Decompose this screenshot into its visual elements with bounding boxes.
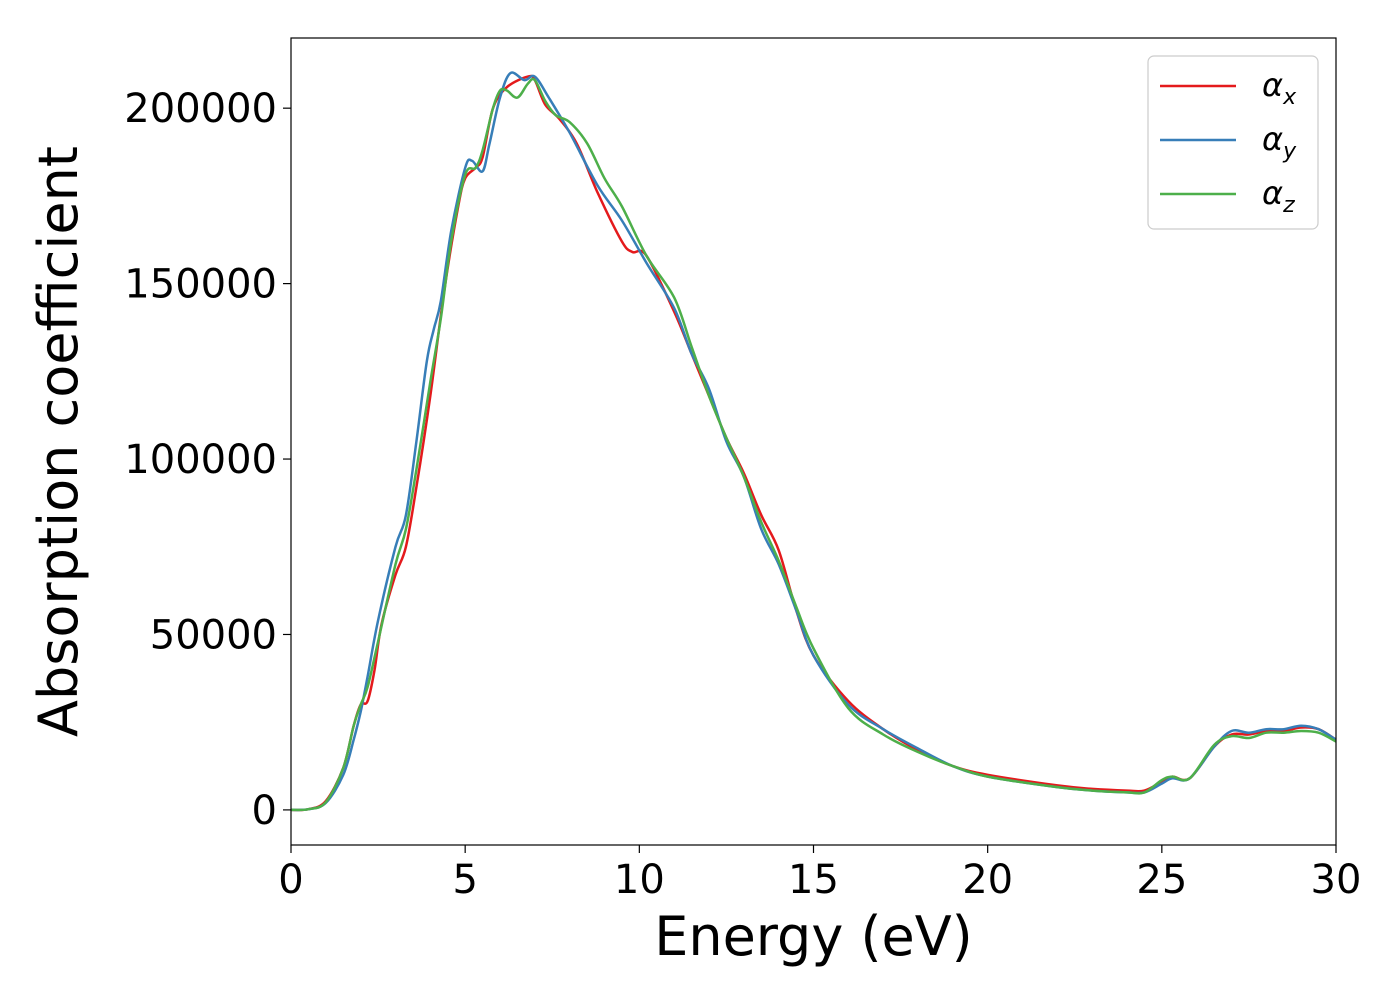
x-tick-label: 0 — [278, 857, 303, 903]
legend: αx αy αz — [1147, 55, 1319, 230]
x-tick-label: 10 — [614, 857, 665, 903]
y-axis-title: Absorption coefficient — [27, 146, 90, 737]
series-line-z — [290, 77, 1337, 812]
legend-label-x: αx — [1262, 66, 1297, 110]
x-tick-label: 15 — [788, 857, 839, 903]
series-line-y — [290, 71, 1337, 812]
x-tick-label: 5 — [452, 857, 477, 903]
x-tick-label: 20 — [962, 857, 1013, 903]
y-tick-label: 50000 — [150, 612, 277, 658]
y-tick-label: 200000 — [124, 86, 277, 132]
legend-label-z: αz — [1262, 174, 1295, 218]
y-axis-ticks: 0 50000 100000 150000 200000 — [124, 86, 291, 834]
x-axis-ticks: 0 5 10 15 20 25 30 — [278, 845, 1361, 903]
y-tick-label: 150000 — [124, 262, 277, 308]
x-tick-label: 25 — [1136, 857, 1187, 903]
y-tick-label: 100000 — [124, 437, 277, 483]
x-tick-label: 30 — [1311, 857, 1362, 903]
legend-box — [1147, 55, 1319, 230]
series-layer — [290, 71, 1337, 812]
legend-label-y: αy — [1262, 120, 1297, 164]
y-tick-label: 0 — [252, 788, 277, 834]
x-axis-title: Energy (eV) — [654, 905, 973, 968]
legend-items: αx αy αz — [1160, 66, 1297, 218]
